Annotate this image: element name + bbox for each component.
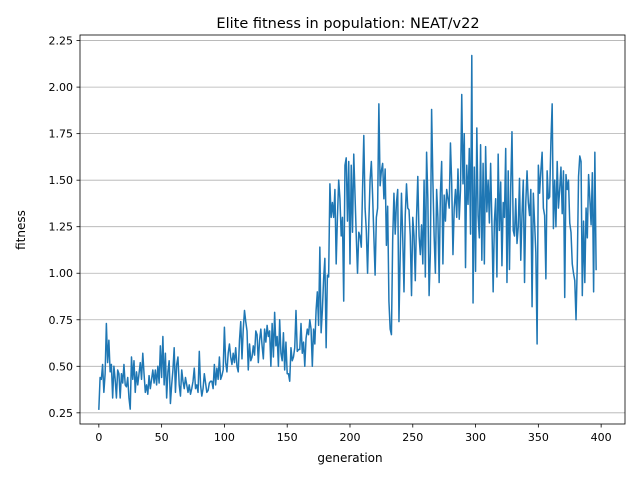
- y-tick-label: 2.00: [49, 81, 74, 94]
- y-axis-ticks: 0.25 0.50 0.75 1.00 1.25 1.50 1.75 2.00 2.25: [49, 35, 80, 420]
- x-axis-label: generation: [317, 451, 382, 465]
- x-tick-label: 250: [402, 431, 423, 444]
- y-tick-label: 0.50: [49, 360, 74, 373]
- y-tick-label: 0.25: [49, 407, 74, 420]
- x-tick-label: 150: [277, 431, 298, 444]
- y-tick-label: 1.50: [49, 174, 74, 187]
- x-axis-ticks: 0 50 100 150 200 250 300 350 400: [95, 424, 612, 444]
- x-tick-label: 0: [95, 431, 102, 444]
- y-tick-label: 2.25: [49, 35, 74, 48]
- x-tick-label: 300: [465, 431, 486, 444]
- y-tick-label: 1.00: [49, 267, 74, 280]
- y-tick-label: 1.25: [49, 221, 74, 234]
- x-tick-label: 200: [339, 431, 360, 444]
- y-axis-label: fitness: [14, 210, 28, 250]
- x-tick-label: 100: [214, 431, 235, 444]
- y-tick-label: 0.75: [49, 314, 74, 327]
- plot-area-frame: [79, 34, 626, 425]
- chart-title: Elite fitness in population: NEAT/v22: [216, 16, 479, 32]
- fitness-series-line: [98, 54, 597, 410]
- x-tick-label: 50: [155, 431, 169, 444]
- y-tick-label: 1.75: [49, 128, 74, 141]
- x-tick-label: 350: [528, 431, 549, 444]
- x-tick-label: 400: [591, 431, 612, 444]
